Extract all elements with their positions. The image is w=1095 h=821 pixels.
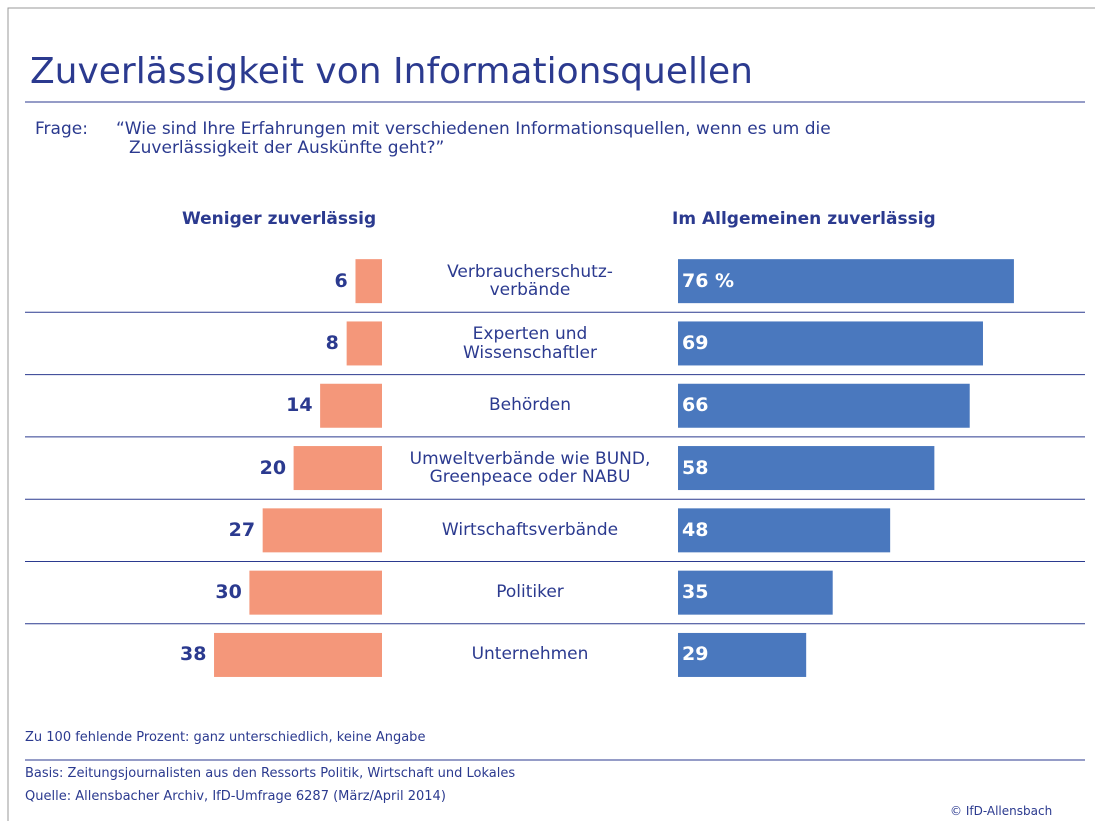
- bar: [214, 632, 382, 677]
- value-label: 29: [682, 643, 709, 666]
- value-label: 30: [215, 581, 242, 604]
- bar: [320, 383, 382, 428]
- legend-label: Im Allgemeinen zuverlässig: [672, 209, 936, 229]
- value-label: 35: [682, 581, 709, 604]
- category-label: Experten und Wissenschaftler: [462, 323, 598, 363]
- bar: [262, 508, 382, 553]
- bar: [355, 259, 382, 304]
- copyright: © IfD-Allensbach: [950, 804, 1053, 818]
- category-label: Behörden: [488, 395, 571, 416]
- bar: [678, 508, 891, 553]
- bar: [249, 570, 382, 615]
- category-label: Verbraucherschutz- verbände: [447, 261, 613, 301]
- value-label: 38: [180, 643, 207, 666]
- category-label: Wirtschaftsverbände: [441, 519, 619, 540]
- bar: [678, 446, 935, 491]
- value-label: 27: [228, 518, 256, 541]
- bar: [346, 321, 382, 366]
- bar: [678, 383, 970, 428]
- value-label: 6: [334, 269, 348, 292]
- question-label: Frage:: [35, 119, 88, 139]
- value-label: 66: [682, 394, 709, 417]
- bar: [678, 321, 983, 366]
- bar: [293, 446, 382, 491]
- value-label: 14: [286, 394, 313, 417]
- category-label: Umweltverbände wie BUND, Greenpeace oder…: [409, 448, 651, 488]
- category-label: Politiker: [496, 582, 564, 603]
- value-label: 48: [682, 518, 709, 541]
- value-label: 76 %: [682, 269, 735, 292]
- source: Quelle: Allensbacher Archiv, IfD-Umfrage…: [25, 789, 446, 804]
- frame: [7, 7, 1095, 821]
- value-label: 20: [259, 456, 287, 479]
- bar: [678, 259, 1014, 304]
- value-label: 8: [325, 331, 339, 354]
- legend-label: Weniger zuverlässig: [182, 209, 377, 229]
- value-label: 58: [682, 456, 709, 479]
- chart-title: Zuverlässigkeit von Informationsquellen: [30, 51, 753, 92]
- note: Zu 100 fehlende Prozent: ganz unterschie…: [25, 730, 426, 745]
- category-label: Unternehmen: [471, 644, 589, 665]
- question-line: “Wie sind Ihre Erfahrungen mit verschied…: [116, 119, 831, 139]
- question-line: Zuverlässigkeit der Auskünfte geht?”: [129, 138, 445, 158]
- value-label: 69: [682, 331, 709, 354]
- basis: Basis: Zeitungsjournalisten aus den Ress…: [25, 766, 516, 781]
- bar: [678, 632, 807, 677]
- bar: [678, 570, 833, 615]
